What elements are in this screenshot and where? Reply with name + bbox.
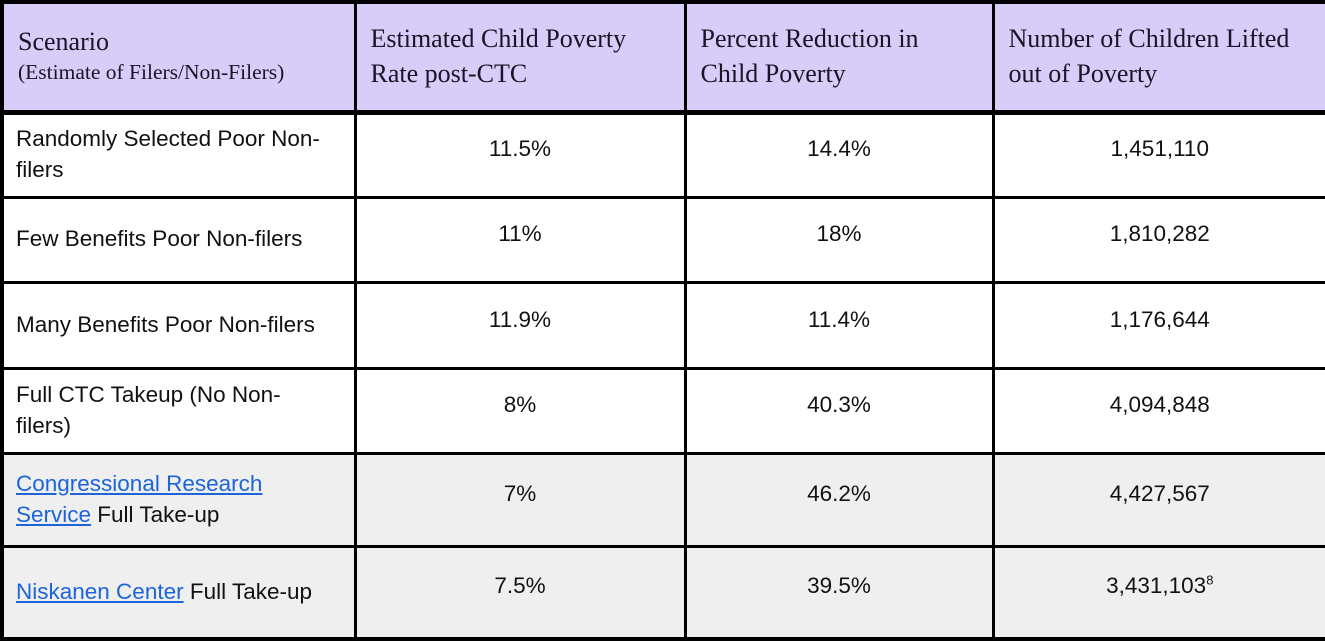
children-lifted-value: 1,451,110 [1110,136,1209,162]
scenario-label: Full Take-up [183,578,312,604]
scenario-cell: Congressional Research Service Full Take… [0,452,357,548]
scenario-link[interactable]: Niskanen Center [16,578,184,604]
children-lifted-cell: 4,094,848 [991,366,1325,456]
percent-reduction-cell: 18% [683,195,995,285]
children-lifted-value: 4,427,567 [1109,481,1210,507]
estimated-rate-cell: 8% [353,366,687,456]
scenario-label: Full CTC Takeup (No Non-filers) [16,381,281,439]
table-row: Full CTC Takeup (No Non-filers) 8% 40.3%… [0,366,1325,456]
footnote-marker: 8 [1206,572,1214,588]
estimated-rate-cell: 11% [353,195,687,285]
scenario-link[interactable]: Congressional Research Service [16,470,263,528]
children-lifted-cell: 4,427,567 [991,452,1325,548]
children-lifted-cell: 1,810,282 [991,195,1325,285]
percent-reduction-cell: 40.3% [683,366,995,456]
percent-reduction-cell: 14.4% [683,110,995,199]
scenario-cell: Many Benefits Poor Non-filers [0,281,357,370]
estimated-rate-cell: 7% [353,452,687,548]
scenario-cell: Randomly Selected Poor Non-filers [0,110,357,199]
header-row: Scenario (Estimate of Filers/Non-Filers)… [0,0,1325,115]
scenario-cell: Full CTC Takeup (No Non-filers) [0,366,357,456]
scenario-label: Randomly Selected Poor Non-filers [16,125,320,183]
col-header-children-lifted: Number of Children Lifted out of Poverty [991,0,1325,115]
table-row: Many Benefits Poor Non-filers 11.9% 11.4… [0,281,1325,370]
col-header-scenario: Scenario (Estimate of Filers/Non-Filers) [0,0,357,115]
children-lifted-value: 1,810,282 [1109,221,1210,247]
children-lifted-cell: 3,431,1038 [991,544,1325,641]
col-header-scenario-label: Scenario [18,27,109,57]
children-lifted-cell: 1,176,644 [991,281,1325,370]
scenario-label: Full Take-up [91,502,220,528]
table-row: Niskanen Center Full Take-up 7.5% 39.5% … [0,544,1325,641]
scenario-cell: Niskanen Center Full Take-up [0,544,357,641]
children-lifted-cell: 1,451,110 [991,110,1325,199]
scenario-label: Few Benefits Poor Non-filers [16,226,303,252]
estimated-rate-cell: 7.5% [353,544,687,641]
children-lifted-value: 3,431,103 [1106,573,1207,599]
table-row: Randomly Selected Poor Non-filers 11.5% … [0,110,1325,199]
table-row: Few Benefits Poor Non-filers 11% 18% 1,8… [0,195,1325,285]
percent-reduction-cell: 46.2% [683,452,995,548]
children-lifted-value: 1,176,644 [1109,306,1210,332]
percent-reduction-cell: 11.4% [683,281,995,370]
estimated-rate-cell: 11.9% [353,281,687,370]
children-lifted-value: 4,094,848 [1109,392,1210,418]
percent-reduction-cell: 39.5% [683,544,995,641]
col-header-estimated-rate: Estimated Child Poverty Rate post-CTC [353,0,687,115]
table-row: Congressional Research Service Full Take… [0,452,1325,548]
scenario-cell: Few Benefits Poor Non-filers [0,195,357,285]
col-header-percent-reduction: Percent Reduction in Child Poverty [683,0,995,115]
scenario-label: Many Benefits Poor Non-filers [16,311,315,337]
estimated-rate-cell: 11.5% [353,110,687,199]
col-header-scenario-sublabel: (Estimate of Filers/Non-Filers) [18,60,285,85]
